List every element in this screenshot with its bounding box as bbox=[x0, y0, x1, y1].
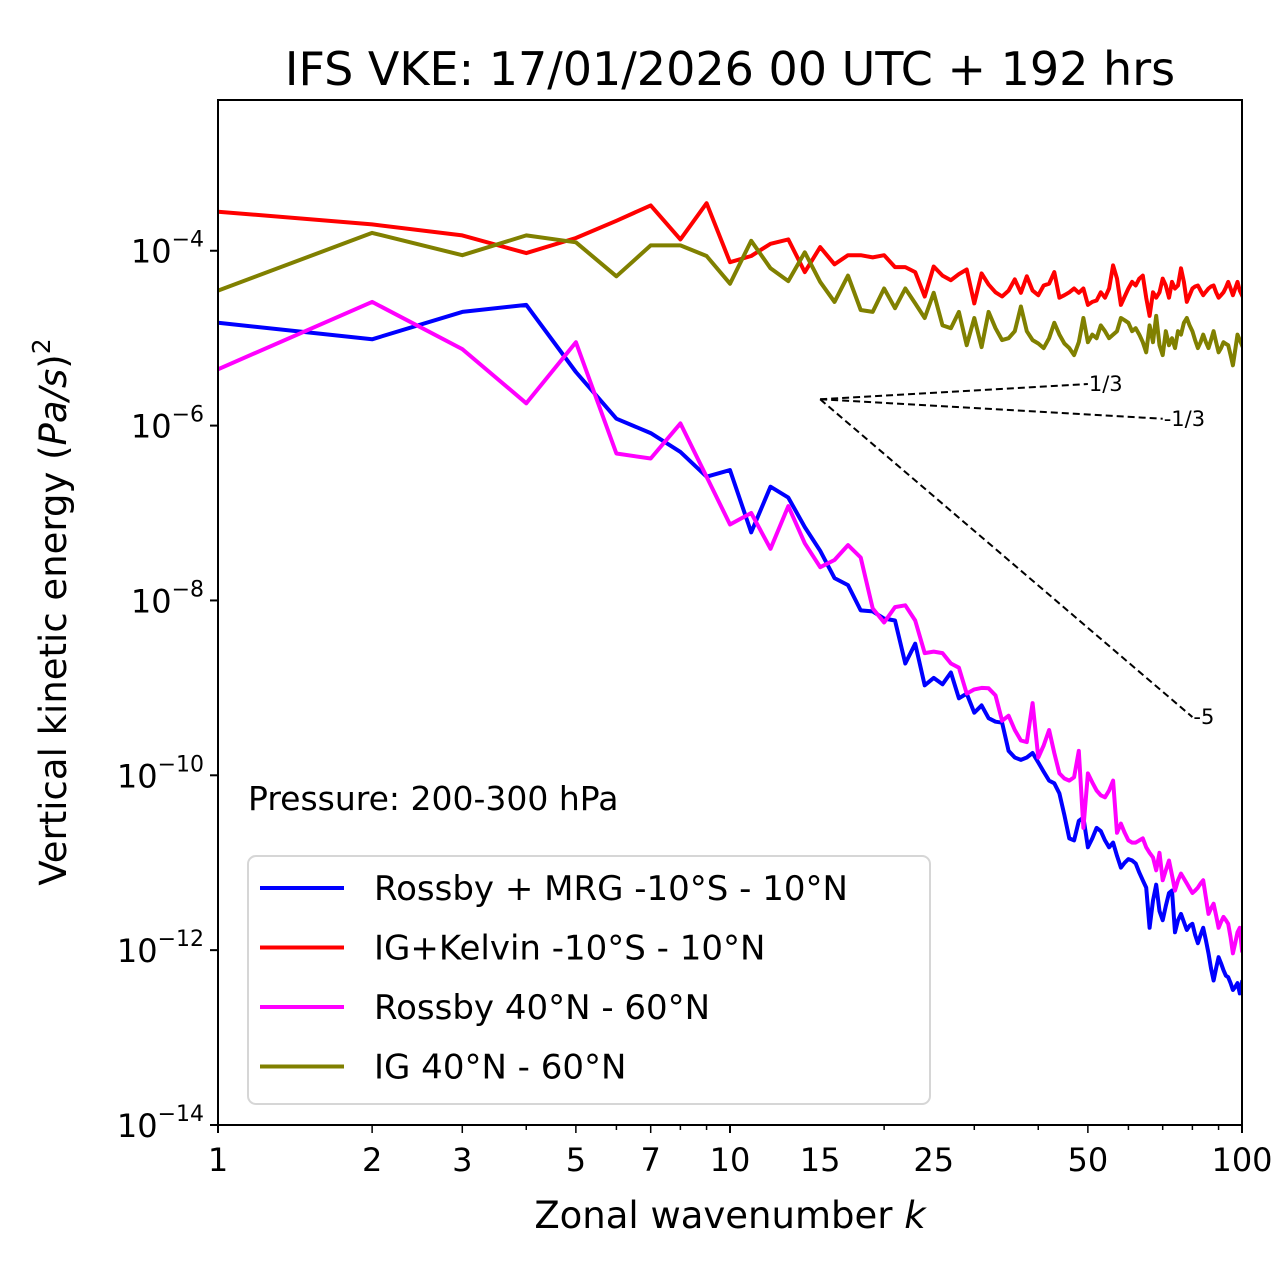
x-tick-label: 7 bbox=[641, 1141, 661, 1179]
x-tick-label: 5 bbox=[566, 1141, 586, 1179]
reference-line-2 bbox=[819, 398, 1194, 718]
pressure-annotation: Pressure: 200-300 hPa bbox=[248, 779, 618, 818]
reference-line-label-0: 1/3 bbox=[1089, 372, 1123, 396]
x-tick-label: 15 bbox=[800, 1141, 841, 1179]
y-tick-label: 10−10 bbox=[117, 752, 204, 795]
legend-label-0: Rossby + MRG -10°S - 10°N bbox=[374, 869, 848, 909]
reference-slope-lines: 1/3 -1/3 -5 bbox=[819, 372, 1214, 729]
x-tick-label: 2 bbox=[362, 1141, 382, 1179]
legend-box bbox=[247, 855, 931, 1105]
x-tick-label: 10 bbox=[710, 1141, 751, 1179]
y-tick-label: 10−12 bbox=[117, 927, 204, 970]
legend-label-3: IG 40°N - 60°N bbox=[374, 1048, 626, 1088]
chart-title: IFS VKE: 17/01/2026 00 UTC + 192 hrs bbox=[285, 42, 1175, 96]
y-tick-label: 10−6 bbox=[131, 403, 204, 446]
x-tick-label: 100 bbox=[1211, 1141, 1272, 1179]
reference-line-label-1: -1/3 bbox=[1164, 407, 1205, 431]
y-axis: 10−4 10−6 10−8 10−10 10−12 10−14 bbox=[117, 228, 218, 1145]
x-axis-label: Zonal wavenumber k bbox=[534, 1194, 927, 1237]
y-axis-label: Vertical kinetic energy (Pa/s)2 bbox=[27, 338, 75, 885]
x-tick-label: 1 bbox=[208, 1141, 228, 1179]
series-line-1 bbox=[218, 201, 1242, 318]
reference-line-0 bbox=[820, 383, 1088, 401]
y-tick-label: 10−8 bbox=[131, 577, 204, 620]
x-tick-label: 25 bbox=[913, 1141, 954, 1179]
legend: Rossby + MRG -10°S - 10°N IG+Kelvin -10°S… bbox=[247, 855, 931, 1105]
x-tick-label: 50 bbox=[1068, 1141, 1109, 1179]
series-line-2 bbox=[218, 299, 1242, 956]
series-line-0 bbox=[218, 302, 1242, 996]
legend-label-2: Rossby 40°N - 60°N bbox=[374, 988, 710, 1028]
series-line-3 bbox=[218, 230, 1242, 368]
legend-label-1: IG+Kelvin -10°S - 10°N bbox=[374, 929, 765, 969]
x-tick-label: 3 bbox=[452, 1141, 472, 1179]
reference-line-1 bbox=[820, 398, 1163, 420]
y-tick-label: 10−4 bbox=[131, 228, 204, 271]
plot-area bbox=[218, 201, 1242, 996]
x-axis: 1 2 3 5 7 10 15 25 50 100 bbox=[208, 1125, 1273, 1179]
reference-line-label-2: -5 bbox=[1193, 705, 1214, 729]
y-tick-label: 10−14 bbox=[117, 1102, 204, 1145]
